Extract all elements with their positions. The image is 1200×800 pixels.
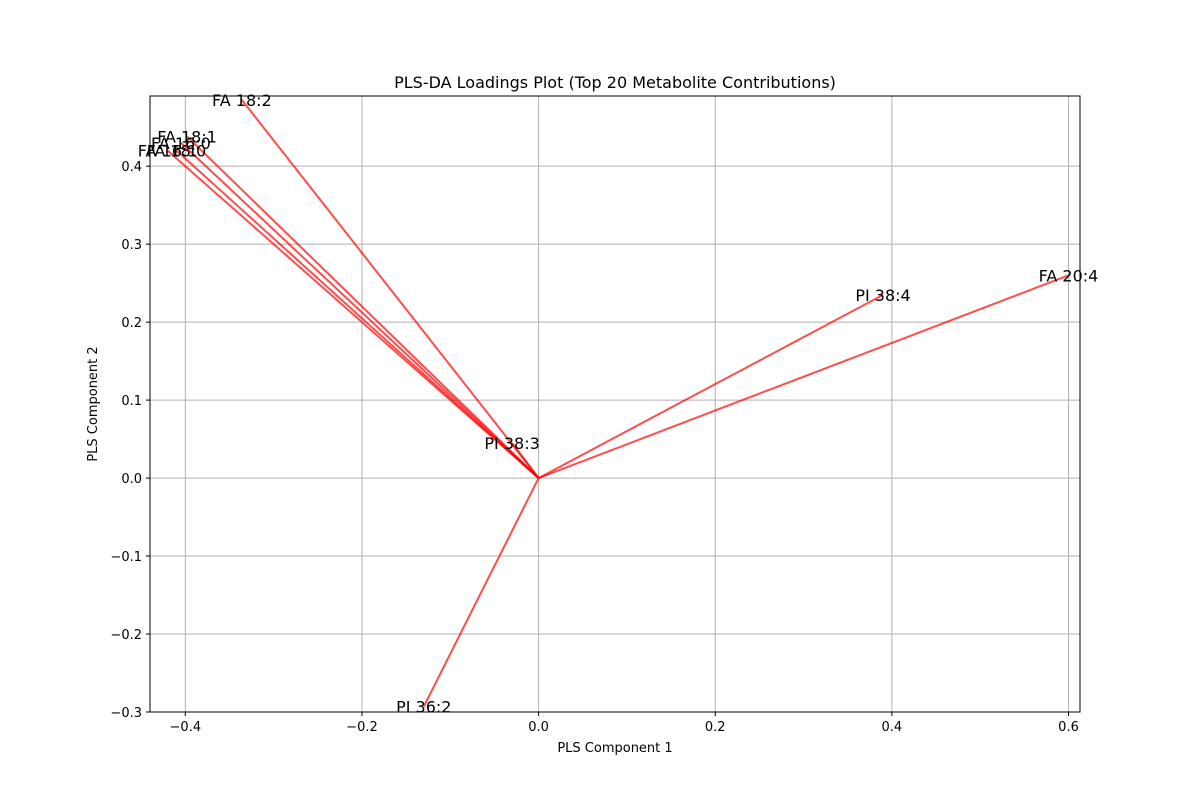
vector-label: FA 18:1: [157, 128, 217, 147]
y-axis-title: PLS Component 2: [86, 346, 101, 461]
vector-label: PI 36:2: [396, 698, 451, 717]
axis-ticks: −0.4 −0.2 0.0 0.2 0.4 0.6 −0.3 −0.2 −0.1 0.0 0.1 0.…: [110, 160, 1078, 735]
y-tick-label: 0.2: [121, 316, 142, 331]
vector-label: FA 18:2: [212, 91, 272, 110]
vector-label: FA 20:4: [1039, 266, 1099, 285]
loading-vector: [511, 442, 540, 479]
grid: [150, 96, 1080, 713]
vector-label: PI 38:3: [484, 434, 539, 453]
x-tick-label: 0.2: [705, 720, 726, 735]
x-tick-label: −0.4: [170, 720, 202, 735]
y-tick-label: −0.1: [110, 550, 142, 565]
y-tick-label: −0.2: [110, 628, 142, 643]
x-tick-label: 0.6: [1058, 720, 1079, 735]
loading-vector: [180, 142, 540, 479]
vector-labels: FA 18:2 FA 18:1FA 16:0FA 18:0FA 16:1 FA 20…: [138, 91, 1099, 717]
loading-vector: [241, 99, 540, 479]
loading-vector: [422, 477, 540, 707]
vector-label: PI 38:4: [855, 286, 910, 305]
chart-title: PLS-DA Loadings Plot (Top 20 Metabolite …: [394, 73, 836, 92]
x-tick-label: 0.4: [882, 720, 903, 735]
y-tick-label: 0.3: [121, 238, 142, 253]
loading-vector: [167, 149, 540, 479]
loading-vector: [186, 135, 540, 479]
loading-vectors: [167, 99, 1069, 707]
vector-label: FA 18:0: [147, 142, 207, 161]
loading-vector: [538, 293, 884, 479]
x-tick-label: −0.2: [346, 720, 378, 735]
vector-label: FA 16:1: [138, 142, 198, 161]
loading-vector: [538, 274, 1069, 480]
x-tick-label: 0.0: [528, 720, 549, 735]
y-tick-label: −0.3: [110, 706, 142, 721]
y-tick-label: 0.4: [121, 160, 142, 175]
y-tick-label: 0.0: [121, 472, 142, 487]
axes-frame: [149, 95, 1081, 713]
vector-label: FA 16:0: [151, 134, 211, 153]
y-tick-label: 0.1: [121, 394, 142, 409]
x-axis-title: PLS Component 1: [557, 741, 672, 756]
